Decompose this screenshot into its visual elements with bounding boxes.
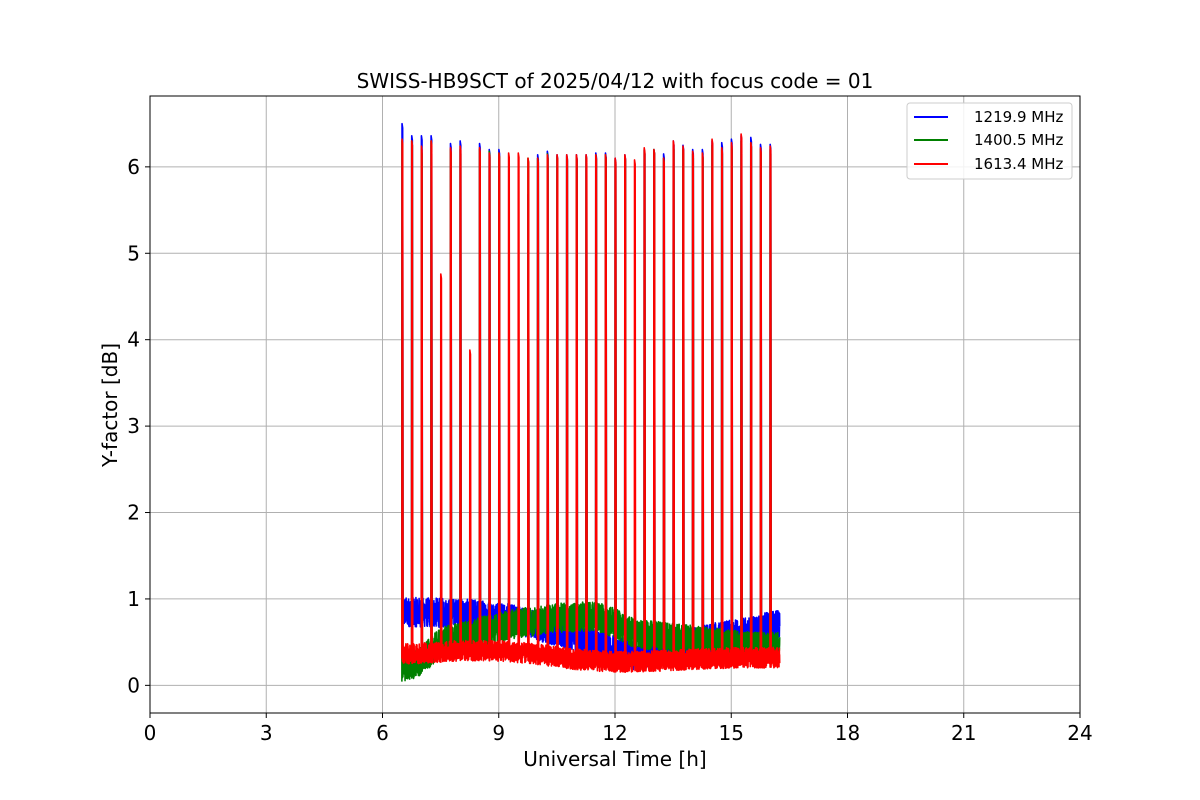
y-axis-label: Y-factor [dB] [98,343,122,468]
y-axis: 0 1 2 3 4 5 6 [127,155,150,697]
y-tick-label: 0 [127,673,140,697]
legend-label-1400: 1400.5 MHz [974,131,1063,149]
legend-label-1219: 1219.9 MHz [974,108,1063,126]
x-tick-label: 0 [144,721,157,745]
series-layer [401,122,781,682]
x-tick-label: 9 [492,721,505,745]
series-line-1613.4 [401,133,781,673]
x-tick-label: 15 [719,721,744,745]
x-tick-label: 6 [376,721,389,745]
y-tick-label: 5 [127,241,140,265]
legend: 1219.9 MHz 1400.5 MHz 1613.4 MHz [906,102,1073,180]
legend-label-1613: 1613.4 MHz [974,155,1063,173]
x-tick-label: 18 [835,721,860,745]
y-tick-label: 4 [127,328,140,352]
y-tick-label: 1 [127,587,140,611]
y-tick-label: 3 [127,414,140,438]
x-tick-label: 21 [951,721,976,745]
chart-title: SWISS-HB9SCT of 2025/04/12 with focus co… [357,69,874,93]
x-tick-label: 12 [602,721,627,745]
x-axis: 0 3 6 9 12 15 18 21 24 [144,713,1093,745]
y-tick-label: 6 [127,155,140,179]
x-tick-label: 3 [260,721,273,745]
x-axis-label: Universal Time [h] [523,747,706,771]
y-tick-label: 2 [127,501,140,525]
x-tick-label: 24 [1067,721,1092,745]
series-line-1400.5 [401,140,781,682]
legend-box [906,102,1073,180]
